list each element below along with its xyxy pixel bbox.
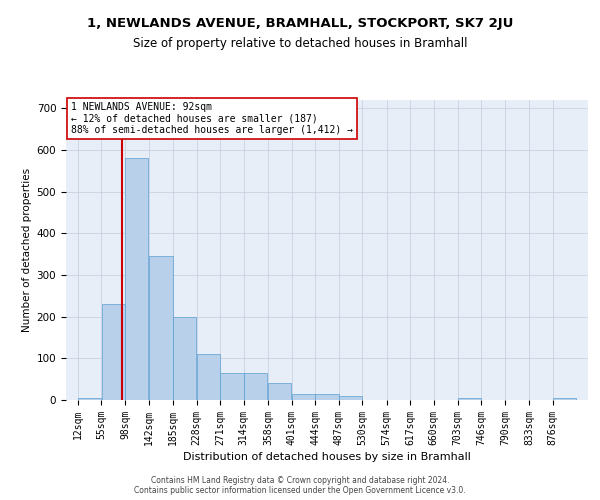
Bar [173, 316, 196, 400]
Bar [553, 398, 576, 400]
Text: Size of property relative to detached houses in Bramhall: Size of property relative to detached ho… [133, 38, 467, 51]
Y-axis label: Number of detached properties: Number of detached properties [22, 168, 32, 332]
Bar [220, 373, 244, 400]
Bar [197, 354, 220, 400]
X-axis label: Distribution of detached houses by size in Bramhall: Distribution of detached houses by size … [183, 452, 471, 462]
Bar [268, 384, 292, 400]
Bar [125, 158, 148, 400]
Bar [244, 373, 267, 400]
Bar [458, 398, 481, 400]
Text: Contains public sector information licensed under the Open Government Licence v3: Contains public sector information licen… [134, 486, 466, 495]
Bar [78, 398, 101, 400]
Text: 1 NEWLANDS AVENUE: 92sqm
← 12% of detached houses are smaller (187)
88% of semi-: 1 NEWLANDS AVENUE: 92sqm ← 12% of detach… [71, 102, 353, 134]
Bar [292, 394, 315, 400]
Text: Contains HM Land Registry data © Crown copyright and database right 2024.: Contains HM Land Registry data © Crown c… [151, 476, 449, 485]
Bar [339, 396, 362, 400]
Text: 1, NEWLANDS AVENUE, BRAMHALL, STOCKPORT, SK7 2JU: 1, NEWLANDS AVENUE, BRAMHALL, STOCKPORT,… [87, 18, 513, 30]
Bar [149, 256, 173, 400]
Bar [101, 304, 125, 400]
Bar [316, 394, 338, 400]
